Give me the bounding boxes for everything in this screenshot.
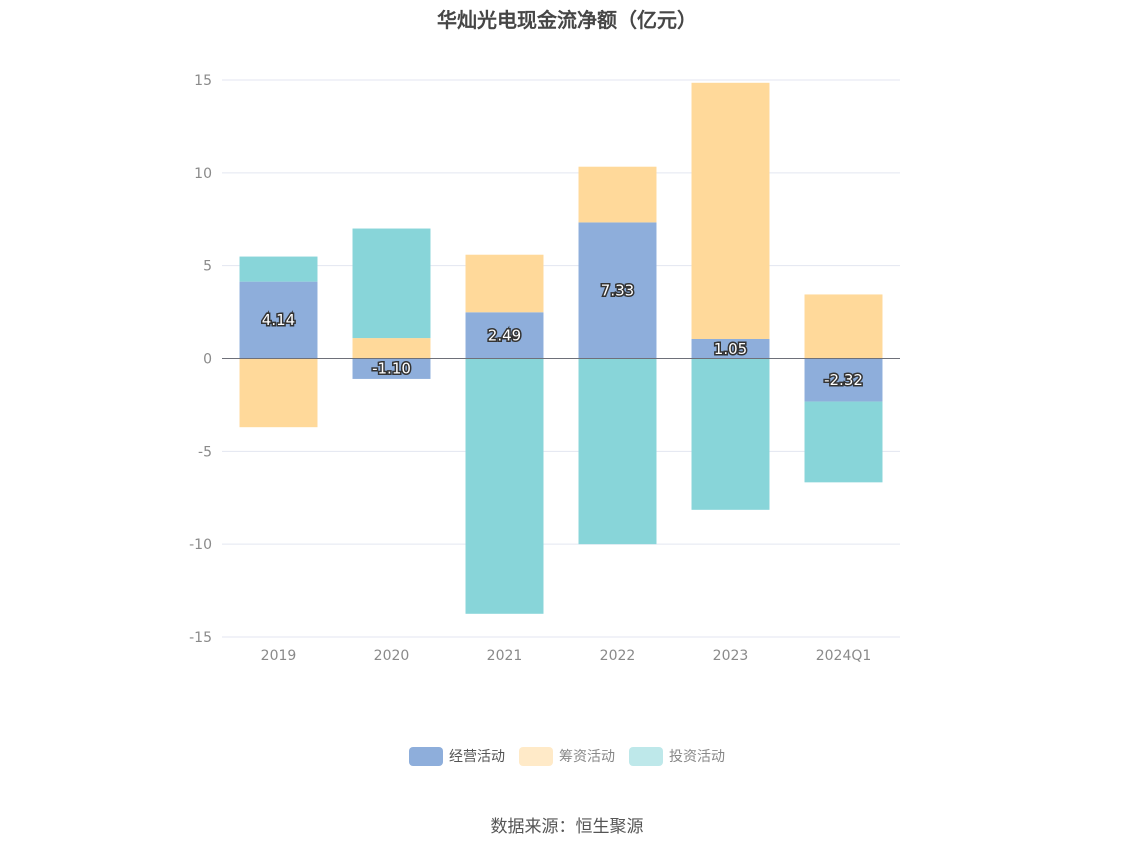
bar-投资活动-2024Q1 — [804, 401, 883, 483]
y-tick-label: 0 — [203, 352, 212, 368]
cash-flow-chart: 4.14 -1.10 2.49 7.33 1.05 -2.32 15 10 5 0 -5 -10 -1… — [189, 73, 900, 664]
data-label: -1.10 — [372, 360, 411, 378]
bar-筹资活动-2021 — [465, 254, 544, 313]
data-label: 4.14 — [262, 311, 295, 329]
bar-经营活动-2019 — [239, 281, 318, 359]
data-label: 2.49 — [488, 326, 521, 344]
x-tick-label: 2024Q1 — [816, 648, 872, 664]
y-tick-label: 15 — [194, 73, 212, 89]
bars — [239, 82, 883, 614]
y-tick-label: -10 — [189, 537, 212, 553]
bar-投资活动-2020 — [352, 228, 431, 339]
data-labels: 4.14 -1.10 2.49 7.33 1.05 -2.32 — [260, 280, 864, 391]
data-label: 1.05 — [714, 340, 747, 358]
x-tick-label: 2020 — [374, 648, 410, 664]
bar-经营活动-2020 — [352, 358, 431, 379]
legend: 经营活动 筹资活动 投资活动 — [0, 746, 1134, 766]
legend-item-筹资活动[interactable]: 筹资活动 — [519, 746, 615, 766]
y-tick-label: -15 — [189, 630, 212, 646]
legend-item-经营活动[interactable]: 经营活动 — [409, 746, 505, 766]
legend-label: 投资活动 — [669, 749, 725, 765]
x-tick-label: 2021 — [487, 648, 523, 664]
x-tick-label: 2022 — [600, 648, 636, 664]
legend-swatch — [629, 746, 663, 766]
bar-筹资活动-2023 — [691, 82, 770, 340]
bar-筹资活动-2019 — [239, 358, 318, 428]
bar-经营活动-2023 — [691, 339, 770, 359]
x-tick-label: 2023 — [713, 648, 749, 664]
legend-label: 经营活动 — [449, 749, 505, 765]
bar-筹资活动-2020 — [352, 338, 431, 359]
bar-投资活动-2019 — [239, 256, 318, 282]
bar-投资活动-2022 — [578, 358, 657, 545]
chart-title: 华灿光电现金流净额（亿元） — [437, 8, 697, 32]
bar-经营活动-2021 — [465, 312, 544, 359]
bar-投资活动-2023 — [691, 358, 770, 510]
bar-投资活动-2021 — [465, 358, 544, 614]
legend-label: 筹资活动 — [559, 749, 615, 765]
data-label: 7.33 — [601, 281, 634, 299]
y-tick-label: 5 — [203, 259, 212, 275]
bar-经营活动-2022 — [578, 222, 657, 359]
bar-筹资活动-2022 — [578, 166, 657, 223]
source-note: 数据来源：恒生聚源 — [490, 817, 644, 837]
y-tick-label: -5 — [198, 444, 212, 460]
legend-swatch — [409, 746, 443, 766]
legend-item-投资活动[interactable]: 投资活动 — [629, 746, 725, 766]
data-label: -2.32 — [824, 371, 863, 389]
bar-筹资活动-2024Q1 — [804, 294, 883, 359]
y-tick-label: 10 — [194, 166, 212, 182]
x-tick-label: 2019 — [261, 648, 297, 664]
bar-经营活动-2024Q1 — [804, 358, 883, 402]
legend-swatch — [519, 746, 553, 766]
axes: 15 10 5 0 -5 -10 -15 2019 2020 2021 2022 2023 2024Q1 — [189, 73, 900, 664]
